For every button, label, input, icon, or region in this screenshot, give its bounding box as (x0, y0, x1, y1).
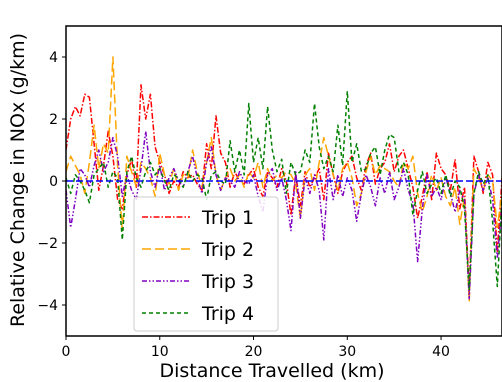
legend-label-trip-3: Trip 3 (201, 271, 254, 293)
x-tick-label: 20 (245, 344, 263, 360)
y-tick-label: 0 (49, 174, 58, 190)
x-tick-label: 30 (338, 344, 356, 360)
legend-label-trip-4: Trip 4 (201, 303, 254, 325)
y-tick-label: −4 (37, 298, 58, 314)
x-tick-label: 0 (62, 344, 71, 360)
series-line-trip-3 (66, 130, 502, 300)
legend: Trip 1 Trip 2 Trip 3 Trip 4 (133, 196, 279, 332)
legend-label-trip-1: Trip 1 (201, 207, 254, 229)
y-tick-label: 4 (49, 50, 58, 66)
legend-label-trip-2: Trip 2 (201, 239, 254, 261)
y-axis-title: Relative Change in NOx (g/km) (7, 33, 29, 327)
y-tick-label: 2 (49, 112, 58, 128)
x-tick-label: 10 (151, 344, 169, 360)
series-layer (66, 56, 502, 303)
ticks-layer: 0 10 20 30 40 −4 −2 0 2 4 (37, 50, 450, 360)
legend-box (133, 196, 279, 332)
y-tick-label: −2 (37, 236, 58, 252)
x-tick-label: 40 (432, 344, 450, 360)
x-axis-title: Distance Travelled (km) (159, 360, 384, 382)
